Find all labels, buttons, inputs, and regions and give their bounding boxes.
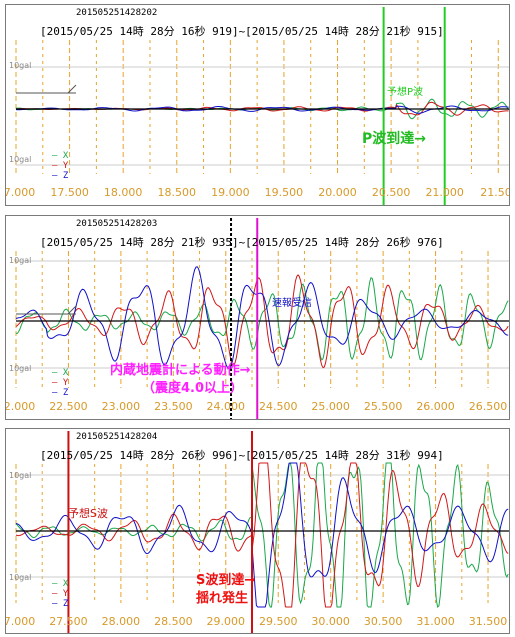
seismogram-panel-3: 201505251428204 [2015/05/25 14時 28分 26秒 … xyxy=(5,428,510,634)
x-tick-label: 28.000 xyxy=(102,615,141,628)
legend-x: – X xyxy=(52,579,68,589)
y-scale-top-label: 10gal xyxy=(9,61,31,70)
x-tick-label: 30.500 xyxy=(364,615,403,628)
recording-id: 201505251428202 xyxy=(76,8,157,18)
x-tick-label: 31.000 xyxy=(416,615,455,628)
x-tick-label: 28.500 xyxy=(154,615,193,628)
series-x-line xyxy=(16,463,508,607)
x-tick-label: 19.500 xyxy=(265,186,304,199)
legend-y: – Y xyxy=(52,589,68,599)
y-scale-bottom-label: 10gal xyxy=(9,364,31,373)
x-tick-label: 17.500 xyxy=(50,186,89,199)
start-arrow xyxy=(16,85,76,93)
x-tick-label: 21.50 xyxy=(480,186,510,199)
x-tick-label: 27.500 xyxy=(49,615,88,628)
x-tick-label: 20.000 xyxy=(318,186,357,199)
y-scale-top-label: 10gal xyxy=(9,471,31,480)
series-y-line xyxy=(16,463,508,607)
time-range: [2015/05/25 14時 28分 21秒 935]~[2015/05/25… xyxy=(40,234,444,250)
legend-x: – X xyxy=(52,151,68,161)
series-z-line xyxy=(16,106,509,113)
seismogram-panel-1: 201505251428202 [2015/05/25 14時 28分 16秒 … xyxy=(5,4,510,206)
legend-y: – Y xyxy=(52,161,68,171)
legend-z: – Z xyxy=(52,171,68,181)
time-range: [2015/05/25 14時 28分 26秒 996]~[2015/05/25… xyxy=(40,447,444,463)
x-tick-label: 24.500 xyxy=(259,400,298,413)
x-tick-label: 19.000 xyxy=(211,186,250,199)
x-tick-label: 30.000 xyxy=(311,615,350,628)
legend: – X – Y – Z xyxy=(52,579,68,609)
intensity-annotation: （震度4.0以上） xyxy=(142,377,243,396)
x-tick-label: 25.000 xyxy=(311,400,350,413)
legend-z: – Z xyxy=(52,388,68,398)
time-range: [2015/05/25 14時 28分 16秒 919]~[2015/05/25… xyxy=(40,23,444,39)
legend: – X – Y – Z xyxy=(52,151,68,181)
x-tick-label: 29.500 xyxy=(259,615,298,628)
x-tick-label: 22.500 xyxy=(49,400,88,413)
legend-y: – Y xyxy=(52,378,68,388)
x-tick-label: 23.000 xyxy=(102,400,141,413)
x-tick-label: 27.000 xyxy=(5,615,35,628)
x-tick-label: 25.500 xyxy=(364,400,403,413)
series-z-line xyxy=(16,267,508,369)
y-scale-bottom-label: 10gal xyxy=(9,155,31,164)
recording-id: 201505251428204 xyxy=(76,432,157,442)
shaking-annotation: 揺れ発生 xyxy=(196,587,248,606)
x-tick-label: 18.000 xyxy=(104,186,143,199)
y-scale-top-label: 10gal xyxy=(9,256,31,265)
legend: – X – Y – Z xyxy=(52,368,68,398)
legend-x: – X xyxy=(52,368,68,378)
legend-z: – Z xyxy=(52,599,68,609)
seismogram-panel-2: 201505251428203 [2015/05/25 14時 28分 21秒 … xyxy=(5,215,510,420)
series-z-line xyxy=(16,463,508,607)
alert-received-label: 速報受信 xyxy=(272,294,312,309)
x-tick-label: 29.000 xyxy=(207,615,246,628)
x-tick-label: 22.000 xyxy=(5,400,35,413)
s-wave-annotation: S波到達→ xyxy=(196,569,255,588)
p-wave-label: 予想P波 xyxy=(387,83,423,98)
expected-s-wave-label: 予想S波 xyxy=(68,505,108,521)
x-tick-label: 17.000 xyxy=(5,186,35,199)
p-wave-annotation: P波到達→ xyxy=(362,128,426,148)
x-tick-label: 26.000 xyxy=(416,400,455,413)
recording-id: 201505251428203 xyxy=(76,219,157,229)
x-tick-label: 23.500 xyxy=(154,400,193,413)
x-tick-label: 31.500 xyxy=(469,615,508,628)
x-tick-label: 21.000 xyxy=(425,186,464,199)
built-in-seismometer-annotation: 内蔵地震計による動作→ xyxy=(110,359,251,378)
x-tick-label: 20.500 xyxy=(372,186,411,199)
x-tick-label: 18.500 xyxy=(158,186,197,199)
x-tick-label: 26.500 xyxy=(469,400,508,413)
y-scale-bottom-label: 10gal xyxy=(9,573,31,582)
x-tick-label: 24.000 xyxy=(207,400,246,413)
